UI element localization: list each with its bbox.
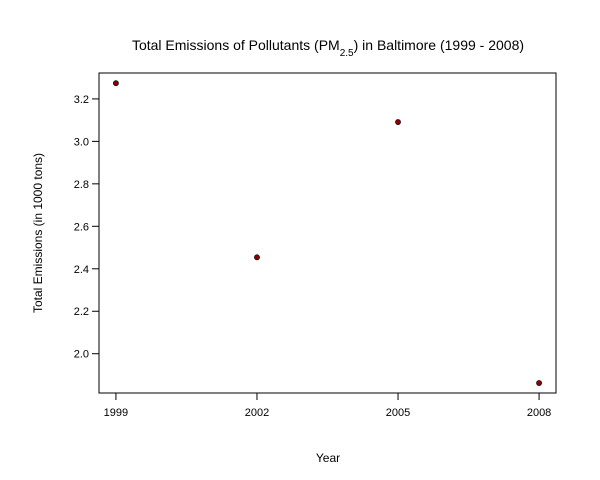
data-points [113, 80, 542, 386]
y-tick-label: 2.6 [74, 221, 89, 233]
data-point [113, 80, 119, 87]
y-axis-label: Total Emissions (in 1000 tons) [31, 153, 45, 313]
data-point [254, 254, 260, 261]
chart-title-subscript: 2.5 [340, 48, 354, 59]
y-tick-label: 3.2 [74, 94, 89, 106]
y-tick-label: 2.8 [74, 179, 89, 191]
chart-title: Total Emissions of Pollutants (PM2.5) in… [132, 37, 524, 59]
x-axis-label: Year [316, 451, 340, 465]
y-tick-label: 2.2 [74, 306, 89, 318]
y-tick-label: 2.4 [74, 264, 89, 276]
plot-frame [98, 72, 557, 394]
x-axis: 1999 2002 2005 2008 [104, 392, 551, 419]
chart-title-suffix: ) in Baltimore (1999 - 2008) [354, 37, 524, 53]
y-tick-label: 2.0 [74, 349, 89, 361]
data-point [395, 119, 401, 125]
y-tick-label: 3.0 [74, 136, 89, 148]
y-axis: 2.0 2.2 2.4 2.6 2.8 3.0 3.2 [74, 94, 100, 361]
x-tick-label: 2008 [527, 407, 551, 419]
x-tick-label: 2005 [386, 407, 410, 419]
data-point [536, 380, 542, 386]
x-tick-label: 1999 [104, 407, 128, 419]
x-tick-label: 2002 [245, 407, 269, 419]
chart-title-prefix: Total Emissions of Pollutants (PM [132, 37, 340, 53]
